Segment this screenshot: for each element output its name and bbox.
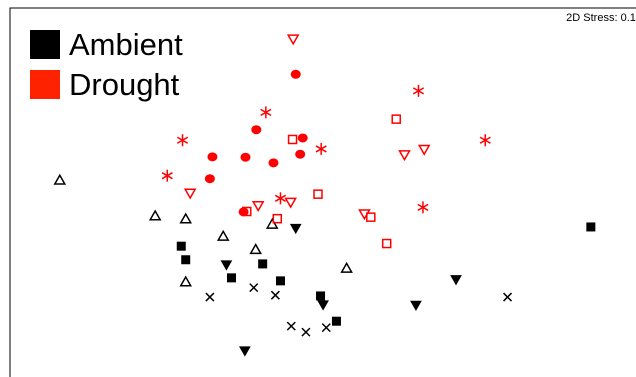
open-square-marker (391, 114, 401, 124)
filled-square-marker (316, 291, 326, 301)
filled-circle-marker (251, 125, 262, 135)
cross-marker (270, 290, 280, 300)
asterisk-marker (260, 106, 272, 119)
legend-swatch-drought (30, 69, 60, 99)
stress-annotation: 2D Stress: 0.19 (566, 12, 636, 24)
cross-marker (321, 323, 331, 333)
open-triangle-down-marker (358, 209, 371, 221)
cross-marker (502, 292, 513, 302)
filled-triangle-down-marker (317, 300, 329, 311)
open-triangle-down-marker (251, 200, 265, 212)
filled-square-marker (331, 316, 341, 326)
data-points (53, 34, 596, 357)
open-square-marker (381, 238, 392, 249)
asterisk-marker (161, 169, 173, 182)
open-triangle-down-marker (183, 188, 197, 200)
filled-square-marker (181, 255, 191, 265)
cross-marker (286, 321, 296, 331)
legend-item-drought: Drought (30, 64, 183, 104)
filled-circle-marker (238, 207, 249, 217)
filled-square-marker (227, 273, 237, 283)
asterisk-marker (176, 134, 189, 147)
legend-item-ambient: Ambient (30, 24, 183, 64)
open-triangle-down-marker (417, 144, 431, 156)
filled-triangle-down-marker (450, 275, 462, 286)
asterisk-marker (274, 192, 287, 205)
legend-label-ambient: Ambient (69, 26, 183, 62)
asterisk-marker (417, 201, 429, 214)
filled-circle-marker (240, 152, 251, 162)
open-triangle-down-marker (398, 150, 411, 162)
filled-square-marker (275, 276, 285, 286)
cross-marker (205, 292, 215, 302)
filled-triangle-down-marker (220, 260, 233, 271)
open-square-marker (366, 212, 376, 222)
open-square-marker (272, 213, 283, 224)
open-square-marker (287, 134, 298, 145)
filled-square-marker (586, 222, 596, 232)
legend-swatch-ambient (30, 29, 60, 59)
filled-square-marker (176, 241, 186, 251)
open-square-marker (242, 206, 252, 217)
filled-circle-marker (268, 158, 279, 168)
cross-marker (301, 327, 311, 337)
asterisk-marker (315, 142, 327, 155)
cross-marker (249, 283, 259, 293)
open-triangle-up-marker (148, 209, 162, 221)
filled-circle-marker (295, 149, 306, 159)
open-triangle-up-marker (265, 217, 279, 229)
open-triangle-up-marker (216, 229, 230, 241)
asterisk-marker (479, 134, 491, 147)
open-triangle-up-marker (340, 261, 353, 273)
filled-circle-marker (204, 174, 215, 184)
open-triangle-up-marker (249, 243, 262, 255)
asterisk-marker (412, 84, 425, 97)
filled-circle-marker (297, 133, 308, 143)
legend: Ambient Drought (30, 24, 183, 104)
filled-square-marker (258, 259, 268, 269)
open-triangle-up-marker (179, 212, 193, 224)
open-triangle-up-marker (53, 173, 67, 185)
filled-circle-marker (207, 152, 218, 162)
filled-triangle-down-marker (289, 223, 302, 235)
plot-border (9, 7, 636, 377)
filled-circle-marker (290, 69, 301, 79)
filled-triangle-down-marker (238, 346, 251, 357)
open-triangle-down-marker (286, 34, 300, 46)
open-triangle-down-marker (284, 197, 297, 209)
open-square-marker (313, 189, 323, 199)
filled-triangle-down-marker (410, 300, 422, 312)
legend-label-drought: Drought (69, 66, 180, 102)
open-triangle-up-marker (179, 275, 193, 287)
